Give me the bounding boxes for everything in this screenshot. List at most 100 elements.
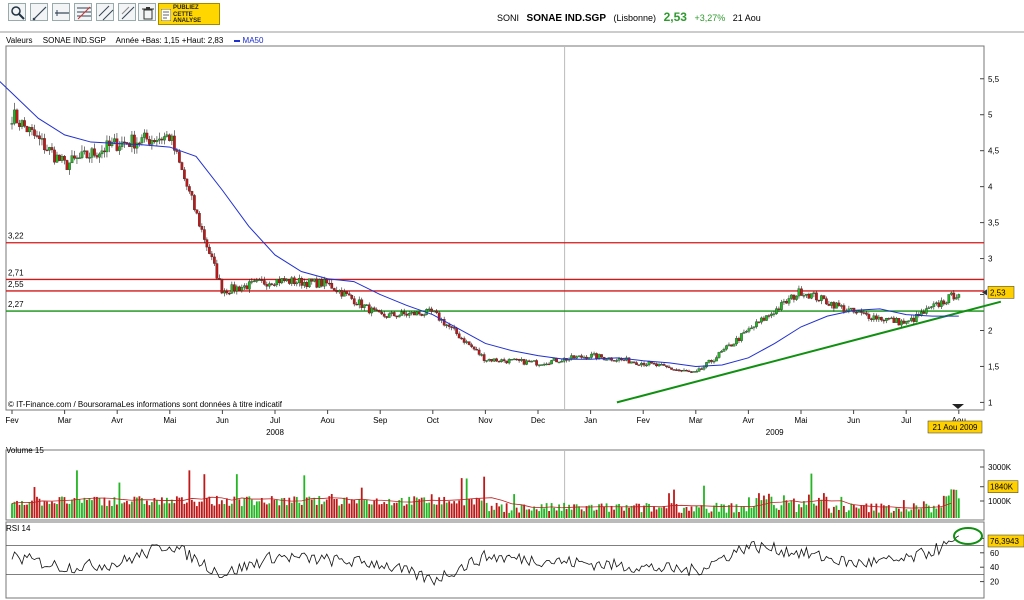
volume-bar — [365, 499, 368, 518]
volume-bar — [76, 470, 78, 518]
zoom-tool-button[interactable] — [8, 3, 26, 21]
candle-body — [208, 246, 211, 254]
candle-body — [98, 153, 101, 158]
candle-body — [875, 315, 878, 320]
candle-body — [245, 285, 249, 290]
x-tick-label: Jun — [847, 416, 860, 425]
y-tick-label: 4 — [988, 183, 993, 192]
volume-bar — [146, 500, 148, 518]
volume-bar — [248, 496, 251, 518]
candle-body — [472, 346, 476, 350]
fibonacci-icon — [77, 6, 91, 20]
volume-bar — [740, 506, 743, 518]
candle-body — [322, 279, 326, 287]
volume-bar — [570, 509, 573, 518]
candle-body — [365, 304, 369, 306]
volume-bar — [325, 499, 328, 518]
candle-body — [612, 360, 616, 362]
candle-body — [240, 287, 244, 291]
volume-bar — [723, 504, 725, 518]
horizontal-line-tool-button[interactable] — [52, 3, 70, 21]
x-tick-label: Jun — [216, 416, 229, 425]
candle-body — [367, 304, 371, 314]
channel-tool-button[interactable] — [96, 3, 114, 21]
candle-body — [445, 324, 449, 327]
candle-body — [929, 306, 933, 308]
volume-bar — [273, 499, 276, 518]
volume-bar — [768, 493, 770, 518]
volume-bar — [385, 503, 388, 518]
level-label: 2,55 — [8, 280, 24, 289]
quote-header: SONI SONAE IND.SGP (Lisbonne) 2,53 +3,27… — [497, 10, 766, 24]
fibonacci-tool-button[interactable] — [74, 3, 92, 21]
candle-body — [422, 314, 426, 316]
candle-body — [467, 341, 471, 345]
parallel-tool-button[interactable] — [118, 3, 136, 21]
candle-body — [330, 282, 334, 289]
volume-bar — [205, 498, 208, 518]
volume-bar — [600, 503, 603, 518]
volume-bar — [460, 478, 463, 518]
volume-bar — [887, 505, 890, 518]
candle-body — [802, 295, 806, 297]
candle-body — [65, 160, 69, 170]
candle-body — [832, 302, 836, 309]
candle-body — [872, 315, 876, 320]
volume-bar — [860, 505, 863, 518]
volume-bar — [645, 503, 648, 518]
candle-body — [262, 280, 266, 285]
volume-bar — [111, 505, 113, 518]
y-tick-label: 4,5 — [988, 147, 1000, 156]
volume-bar — [810, 473, 813, 518]
volume-bar — [575, 504, 578, 518]
volume-bar — [738, 512, 740, 518]
volume-bar — [508, 512, 511, 518]
candle-body — [752, 326, 756, 329]
candle-body — [889, 317, 893, 320]
level-label: 2,71 — [8, 268, 24, 277]
candle-body — [300, 278, 304, 286]
candle-body — [45, 149, 49, 152]
volume-bar — [910, 509, 913, 518]
volume-bar — [720, 504, 723, 518]
candle-body — [153, 140, 156, 143]
volume-bar — [830, 512, 833, 518]
x-tick-label: Mar — [58, 416, 72, 425]
candle-body — [325, 279, 329, 284]
volume-bar — [932, 505, 935, 518]
delete-tool-button[interactable] — [138, 3, 156, 21]
volume-bar — [583, 511, 585, 518]
publish-analysis-button[interactable]: PUBLIEZ CETTE ANALYSE — [158, 3, 220, 25]
candle-body — [380, 311, 384, 315]
rsi-line — [11, 535, 959, 586]
volume-bar — [148, 505, 151, 518]
volume-bar — [275, 499, 278, 518]
candle-body — [337, 290, 341, 293]
volume-bar — [663, 506, 665, 518]
candle-body — [820, 295, 823, 301]
volume-bar — [313, 497, 316, 518]
trendline-tool-button[interactable] — [30, 3, 48, 21]
volume-bar — [81, 502, 83, 518]
volume-bar — [450, 503, 453, 518]
volume-bar — [373, 500, 376, 518]
volume-bar — [568, 504, 570, 518]
volume-bar — [170, 499, 173, 518]
candle-body — [597, 354, 601, 359]
x-tick-label: Avr — [111, 416, 123, 425]
volume-bar — [695, 505, 698, 518]
candle-body — [180, 162, 184, 170]
candle-body — [450, 326, 454, 328]
candle-body — [527, 360, 531, 362]
candle-body — [375, 309, 379, 311]
candle-body — [203, 229, 206, 240]
candle-body — [885, 318, 888, 321]
volume-bar — [890, 512, 893, 518]
candle-body — [282, 278, 286, 282]
candle-body — [635, 362, 638, 365]
candle-body — [710, 360, 713, 362]
volume-bar — [705, 508, 708, 518]
candle-body — [477, 349, 481, 355]
volume-bar — [500, 504, 503, 518]
